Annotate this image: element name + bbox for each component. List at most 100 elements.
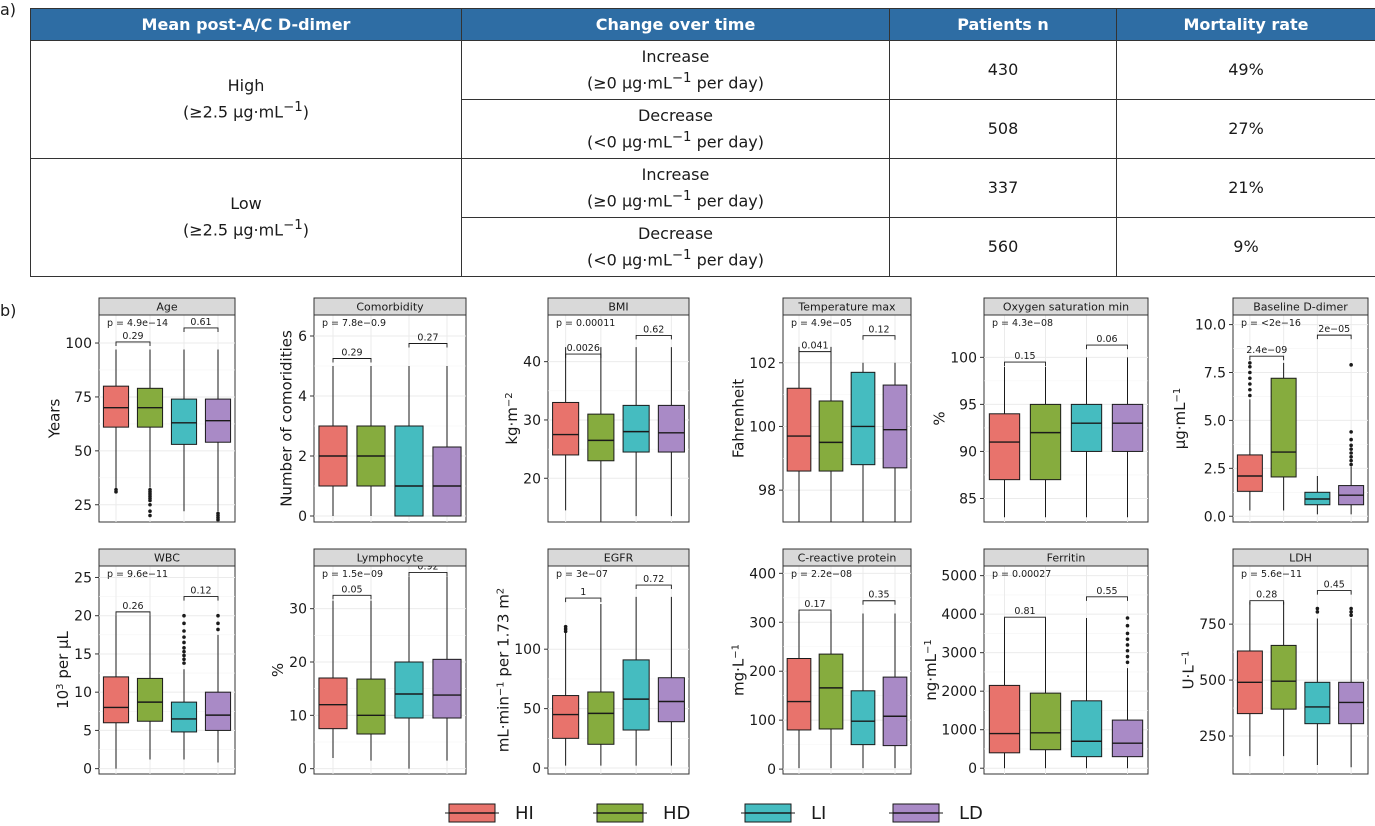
table-header: Mean post-A/C D-dimer bbox=[30, 8, 462, 41]
box-HD bbox=[818, 400, 844, 472]
outlier-point bbox=[1248, 393, 1252, 398]
box-HD bbox=[1029, 692, 1062, 751]
group-label: Low bbox=[230, 194, 262, 214]
table-header-row: Mean post-A/C D-dimer Change over time P… bbox=[30, 8, 1375, 41]
outlier-point bbox=[1248, 382, 1252, 386]
superscript: −1 bbox=[1172, 388, 1183, 403]
comparison-bracket bbox=[1249, 355, 1285, 361]
comparison-bracket bbox=[1249, 600, 1285, 605]
legend-label: LD bbox=[959, 802, 983, 824]
bracket-label: 0.12 bbox=[868, 325, 889, 336]
facet-title: Baseline D-dimer bbox=[1253, 301, 1348, 314]
change-label: Increase bbox=[641, 164, 710, 184]
p-value-label: p = 9.6e−11 bbox=[107, 569, 168, 580]
boxplot-panel: p = 7.8e−0.9 0.29 0.27 Comorbidity 0 2 4 6Numbe… bbox=[278, 297, 467, 525]
comparison-bracket bbox=[798, 351, 832, 356]
patients-cell: 560 bbox=[889, 217, 1117, 277]
comparison-bracket bbox=[862, 600, 896, 605]
y-tick-label: 85 bbox=[959, 491, 977, 507]
outlier-point bbox=[216, 511, 220, 516]
panel-b-label: b) bbox=[0, 301, 17, 320]
outlier-point bbox=[1125, 631, 1130, 636]
box-HI bbox=[102, 676, 130, 724]
bracket-label: 0.61 bbox=[190, 317, 211, 328]
box-HD bbox=[1270, 377, 1297, 478]
y-axis-label: 103 per μL bbox=[54, 630, 72, 708]
y-tick-label: 3000 bbox=[941, 646, 977, 662]
change-cell: Decrease (<0 μg·mL−1 per day) bbox=[461, 99, 890, 159]
bracket-label: 0.29 bbox=[122, 331, 143, 342]
box-LI bbox=[622, 404, 650, 453]
table-header: Change over time bbox=[461, 8, 890, 41]
box-HI bbox=[988, 413, 1021, 481]
box-LI bbox=[850, 371, 876, 466]
y-tick-label: 30 bbox=[289, 602, 307, 618]
box-HI bbox=[786, 387, 812, 472]
p-value-label: p = 4.9e−14 bbox=[107, 318, 168, 329]
mortality-cell: 21% bbox=[1116, 158, 1375, 218]
label-part: mL·min bbox=[495, 696, 513, 752]
change-label: Decrease bbox=[637, 223, 713, 243]
comparison-bracket bbox=[408, 571, 448, 577]
y-tick-label: 95 bbox=[959, 397, 977, 413]
box-LD bbox=[432, 658, 462, 719]
outlier-point bbox=[1315, 610, 1320, 614]
legend-key bbox=[889, 803, 943, 823]
p-value-label: p = 0.00027 bbox=[992, 569, 1051, 580]
y-axis-label: kg·m−2 bbox=[503, 392, 521, 444]
y-tick-label: 90 bbox=[959, 444, 977, 460]
comparison-bracket bbox=[1086, 344, 1128, 350]
change-sub: (≥0 μg·mL bbox=[587, 191, 672, 211]
bracket-label: 0.05 bbox=[341, 584, 362, 595]
boxplot-panel: p = 0.00011 0.0026 0.62 BMI 20 30 40 kg·m−2 bbox=[503, 297, 690, 523]
group-sub: (≥2.5 μg·mL bbox=[182, 220, 284, 240]
y-tick-label: 4000 bbox=[941, 607, 977, 623]
outlier-point bbox=[1125, 643, 1130, 647]
group-cell: High (≥2.5 μg·mL−1) bbox=[30, 40, 462, 159]
outlier-point bbox=[1248, 361, 1252, 365]
comparison-bracket bbox=[332, 594, 372, 600]
y-tick-label: 100 bbox=[950, 350, 977, 366]
comparison-bracket bbox=[798, 609, 832, 615]
label-part: kg·m bbox=[503, 407, 521, 445]
outlier-point bbox=[1349, 606, 1353, 611]
patients-cell: 337 bbox=[889, 158, 1117, 218]
change-tail: per day) bbox=[696, 73, 764, 93]
box-HD bbox=[587, 413, 615, 462]
bracket-label: 0.29 bbox=[341, 348, 362, 359]
y-tick-label: 98 bbox=[758, 483, 776, 499]
table-row: Decrease (<0 μg·mL−1 per day) 508 27% bbox=[31, 99, 1375, 159]
facet-strip bbox=[98, 297, 236, 316]
bracket-label: 2.4e−09 bbox=[1246, 345, 1287, 356]
patients-cell: 508 bbox=[889, 99, 1117, 159]
label-part: μg·mL bbox=[1171, 402, 1189, 449]
y-tick-label: 100 bbox=[65, 336, 92, 352]
comparison-bracket bbox=[635, 584, 672, 590]
y-tick-label: 500 bbox=[1199, 673, 1226, 689]
label-part: 10 bbox=[54, 690, 72, 709]
label-part: Fahrenheit bbox=[730, 379, 748, 458]
y-tick-label: 0 bbox=[532, 761, 541, 777]
comparison-bracket bbox=[635, 334, 672, 340]
y-tick-label: 10.0 bbox=[1195, 318, 1226, 334]
table-header: Mortality rate bbox=[1116, 8, 1375, 41]
box-LD bbox=[882, 384, 908, 469]
facet-strip bbox=[782, 548, 912, 567]
y-tick-label: 0 bbox=[298, 762, 307, 778]
y-axis-label: mL·min−1 per 1.73 m2 bbox=[495, 588, 513, 752]
outlier-point bbox=[182, 646, 186, 650]
bracket-label: 0.81 bbox=[1014, 606, 1035, 617]
boxplot-panel: p = 0.00027 0.81 0.55 Ferritin 0 1000 2000 3000… bbox=[922, 548, 1149, 777]
outlier-point bbox=[1248, 387, 1252, 392]
facet-strip bbox=[98, 548, 236, 567]
outlier-point bbox=[1125, 623, 1130, 628]
y-axis-label: μg·mL−1 bbox=[1171, 388, 1189, 450]
outlier-point bbox=[563, 624, 568, 629]
bracket-label: 0.12 bbox=[190, 586, 211, 597]
outlier-point bbox=[1349, 613, 1353, 618]
y-tick-label: 2.5 bbox=[1204, 461, 1226, 477]
y-tick-label: 10 bbox=[289, 708, 307, 724]
box-HD bbox=[1270, 644, 1297, 710]
facet-strip bbox=[983, 548, 1149, 567]
box-LD bbox=[432, 446, 462, 517]
